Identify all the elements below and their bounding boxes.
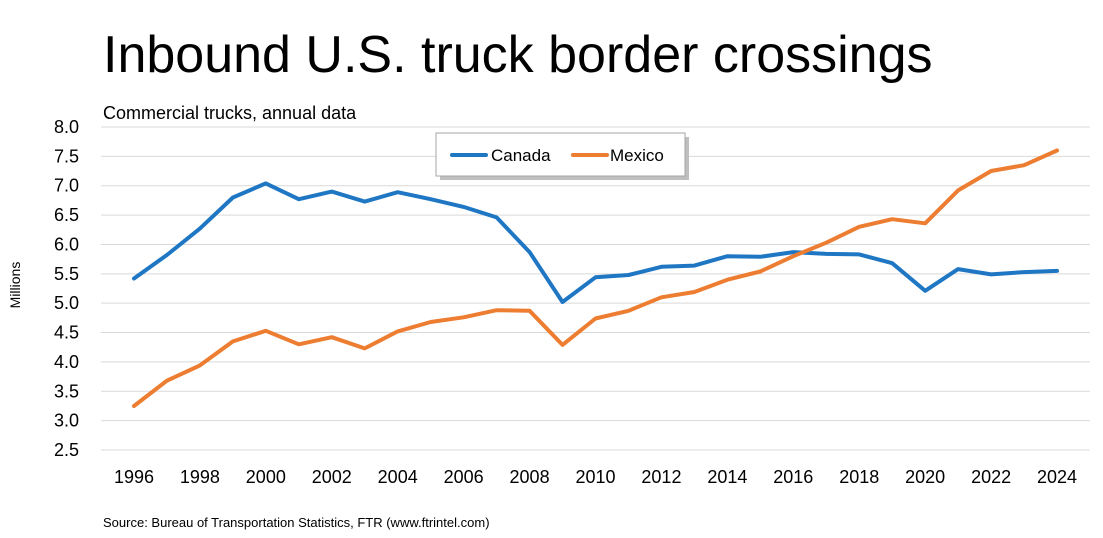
- x-tick-label: 2016: [773, 467, 813, 487]
- legend-label-mexico: Mexico: [610, 146, 664, 165]
- x-tick-label: 2006: [444, 467, 484, 487]
- y-tick-label: 7.0: [54, 176, 79, 196]
- x-tick-label: 2010: [575, 467, 615, 487]
- source-note: Source: Bureau of Transportation Statist…: [103, 515, 490, 530]
- y-tick-label: 3.5: [54, 381, 79, 401]
- chart-subtitle: Commercial trucks, annual data: [103, 103, 357, 123]
- x-tick-label: 1998: [180, 467, 220, 487]
- legend-label-canada: Canada: [491, 146, 551, 165]
- y-tick-label: 5.5: [54, 264, 79, 284]
- y-tick-label: 3.0: [54, 411, 79, 431]
- legend: Canada Mexico: [435, 132, 689, 180]
- y-tick-label: 4.5: [54, 323, 79, 343]
- x-axis-ticks: 1996 1998 2000 2002 2004 2006 2008 2010 2012 2014…: [114, 467, 1077, 487]
- series-line-canada: [132, 181, 1059, 304]
- x-tick-label: 1996: [114, 467, 154, 487]
- y-tick-label: 8.0: [54, 117, 79, 137]
- gridlines: [101, 126, 1090, 451]
- x-tick-label: 2002: [312, 467, 352, 487]
- y-tick-label: 5.0: [54, 293, 79, 313]
- y-tick-label: 6.0: [54, 234, 79, 254]
- x-tick-label: 2020: [905, 467, 945, 487]
- x-tick-label: 2014: [707, 467, 747, 487]
- x-tick-label: 2022: [971, 467, 1011, 487]
- x-tick-label: 2012: [641, 467, 681, 487]
- chart-title: Inbound U.S. truck border crossings: [103, 26, 933, 84]
- x-tick-label: 2018: [839, 467, 879, 487]
- y-tick-label: 6.5: [54, 205, 79, 225]
- x-tick-label: 2008: [510, 467, 550, 487]
- series-lines: [132, 148, 1059, 408]
- y-tick-label: 4.0: [54, 352, 79, 372]
- y-tick-label: 2.5: [54, 440, 79, 460]
- x-tick-label: 2024: [1037, 467, 1077, 487]
- x-tick-label: 2004: [378, 467, 418, 487]
- x-tick-label: 2000: [246, 467, 286, 487]
- y-axis-ticks: 2.5 3.0 3.5 4.0 4.5 5.0 5.5 6.0 6.5 7.0 7.5 8.0: [54, 117, 79, 460]
- y-tick-label: 7.5: [54, 146, 79, 166]
- series-line-mexico: [132, 148, 1059, 408]
- y-axis-label: Millions: [7, 262, 23, 309]
